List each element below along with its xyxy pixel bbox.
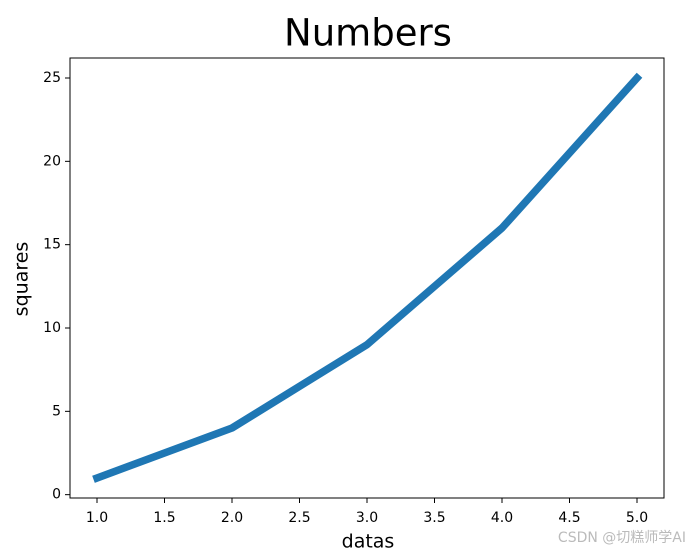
x-tick-label: 2.0 [221, 510, 243, 526]
y-tick-label: 5 [52, 403, 61, 419]
x-tick-label: 1.5 [153, 510, 175, 526]
y-axis-label: squares [11, 242, 33, 317]
watermark: CSDN @切糕师学AI [558, 530, 686, 546]
y-tick-label: 10 [43, 320, 61, 336]
x-tick-label: 5.0 [626, 510, 648, 526]
y-tick-label: 0 [52, 487, 61, 503]
x-tick-label: 1.0 [86, 510, 108, 526]
x-axis-label: datas [342, 531, 395, 553]
data-line [92, 72, 643, 483]
x-tick-label: 3.5 [423, 510, 445, 526]
x-tick-label: 3.0 [356, 510, 378, 526]
x-tick-label: 2.5 [288, 510, 310, 526]
chart-title: Numbers [284, 12, 452, 55]
y-tick-label: 25 [43, 70, 61, 86]
x-tick-label: 4.5 [558, 510, 580, 526]
x-tick-label: 4.0 [491, 510, 513, 526]
y-tick-label: 20 [43, 153, 61, 169]
y-tick-label: 15 [43, 237, 61, 253]
axes-frame [69, 57, 665, 499]
